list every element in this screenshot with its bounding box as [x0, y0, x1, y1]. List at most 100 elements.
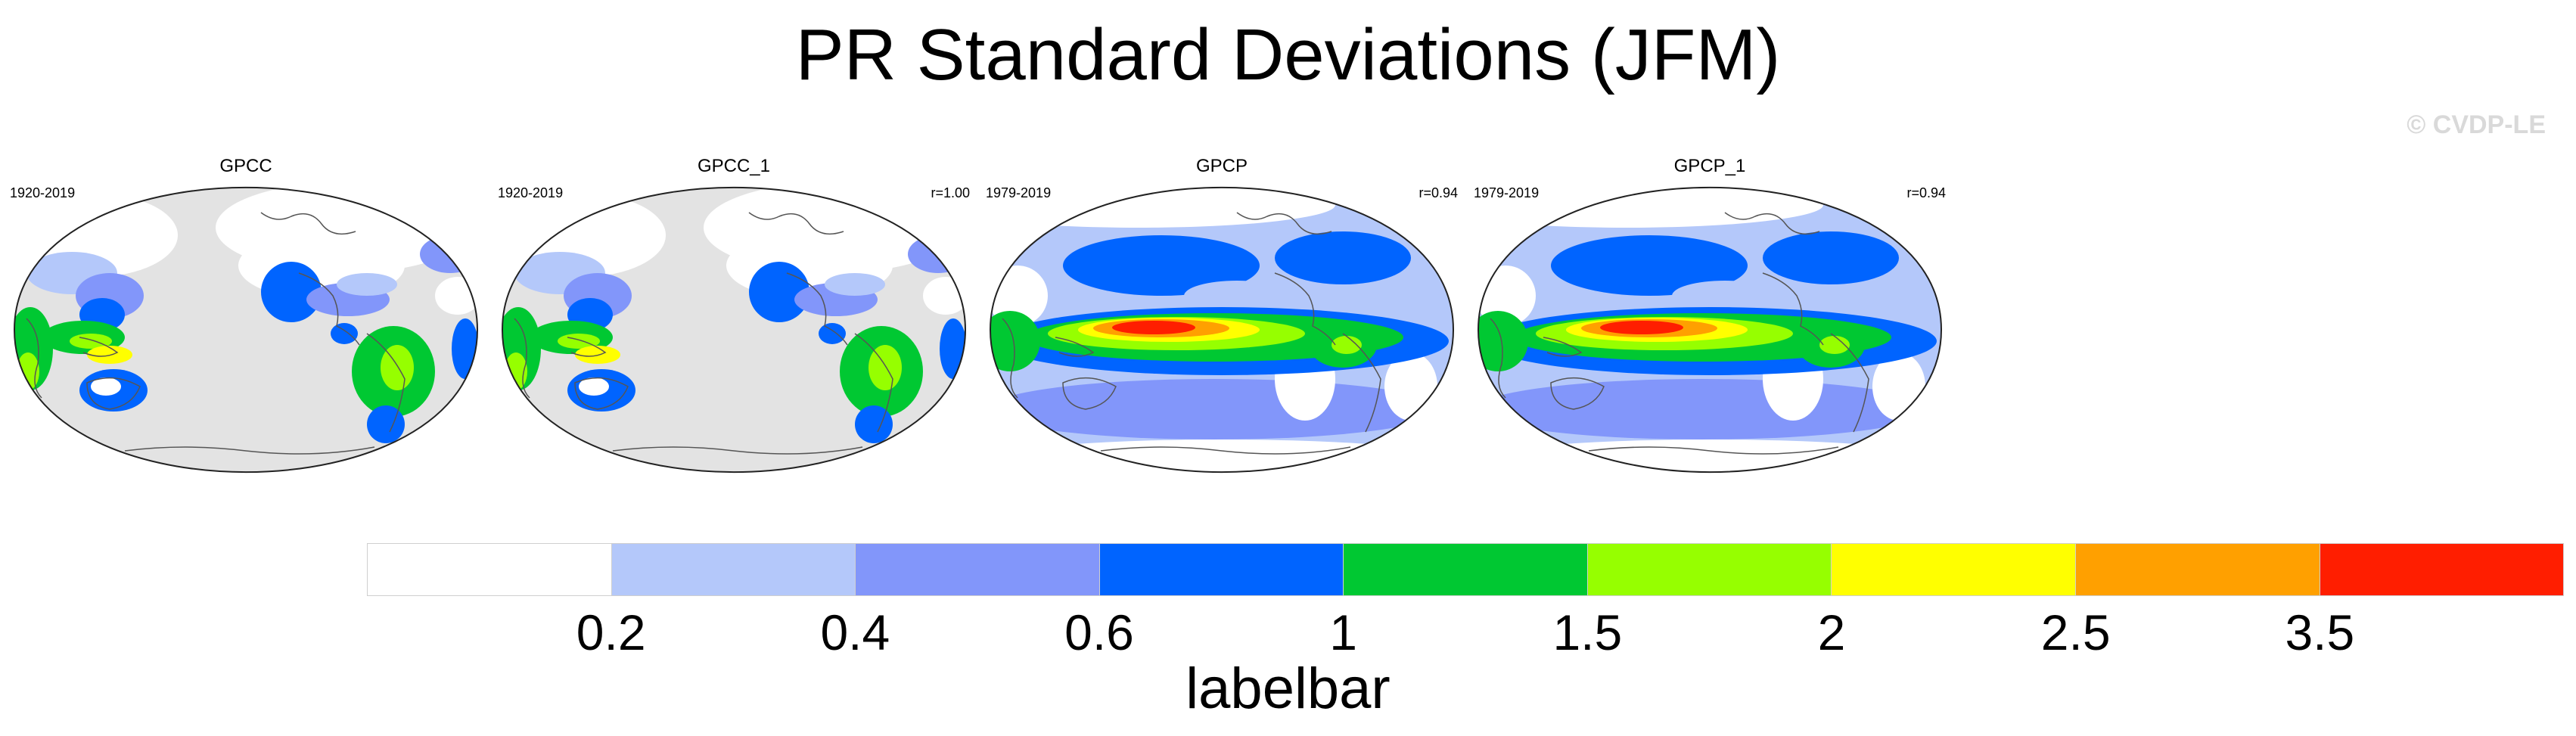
coastline: [124, 446, 375, 455]
map-outline: [13, 186, 479, 474]
credit-watermark: © CVDP-LE: [2407, 110, 2546, 139]
coastline: [574, 377, 629, 410]
labelbar-tick-label: 1: [1329, 604, 1358, 660]
map-outline: [989, 186, 1455, 474]
coastline: [1724, 212, 1820, 235]
robinson-map: [1477, 186, 1943, 474]
panel-years: 1979-2019: [1474, 185, 1540, 200]
coastline: [1588, 446, 1839, 455]
map-field: [452, 318, 477, 379]
panel-correlation: r=0.94: [1906, 185, 1946, 200]
coastline: [1274, 272, 1336, 346]
robinson-map: [989, 186, 1455, 474]
map-field: [337, 273, 397, 296]
map-field: [331, 323, 358, 344]
labelbar-title: labelbar: [1185, 657, 1391, 721]
coastline: [854, 333, 893, 433]
labelbar-box: [1098, 544, 1344, 595]
map-field: [579, 377, 609, 396]
coastline: [1543, 337, 1583, 357]
labelbar-box: [855, 544, 1099, 595]
map-field: [869, 345, 902, 390]
labelbar-box: [2319, 544, 2564, 595]
map-field: [825, 273, 885, 296]
map-field: [990, 311, 1040, 371]
map-panel-gpcp-1: GPCP_1 1979-2019 r=0.94: [1468, 155, 1952, 480]
labelbar: [367, 543, 2564, 596]
labelbar-box: [2074, 544, 2320, 595]
coastline: [748, 212, 844, 235]
map-field: [261, 262, 322, 322]
coastline: [1236, 212, 1332, 235]
map-outline: [501, 186, 967, 474]
map-outline: [1477, 186, 1943, 474]
map-field: [1112, 321, 1195, 334]
map-field: [1478, 379, 1929, 439]
map-field: [908, 235, 965, 273]
labelbar-tick-label: 3.5: [2285, 604, 2355, 660]
map-field-layer: [1478, 187, 1941, 473]
panel-years: 1920-2019: [10, 185, 76, 200]
map-field: [923, 277, 965, 315]
map-panel-gpcc: GPCC 1920-2019: [4, 155, 488, 480]
panel-title: GPCC_1: [697, 156, 771, 176]
labelbar-tick-label: 0.6: [1064, 604, 1134, 660]
map-field: [1672, 281, 1778, 311]
coastline: [1055, 337, 1095, 357]
labelbar-box: [1343, 544, 1587, 595]
coastline: [366, 333, 406, 433]
coastline: [1062, 377, 1117, 410]
map-field: [749, 262, 809, 322]
coastline: [514, 318, 530, 399]
coastline: [298, 272, 360, 346]
coastline: [567, 337, 607, 357]
map-panel-gpcp: GPCP 1979-2019 r=0.94: [980, 155, 1464, 480]
coastline: [26, 318, 42, 399]
panel-years: 1979-2019: [986, 185, 1052, 200]
map-field: [855, 405, 893, 443]
figure-title: PR Standard Deviations (JFM): [795, 14, 1781, 95]
robinson-map: [501, 186, 967, 474]
map-field: [1478, 311, 1528, 371]
map-field: [1600, 321, 1683, 334]
coastline: [786, 272, 848, 346]
map-field: [819, 323, 846, 344]
labelbar-tick-label: 0.2: [576, 604, 646, 660]
panel-title: GPCP_1: [1673, 156, 1746, 176]
map-field: [1819, 336, 1850, 354]
panel-correlation: r=0.94: [1419, 185, 1458, 200]
map-field: [381, 345, 414, 390]
map-field: [1332, 336, 1362, 354]
coastline: [1490, 318, 1506, 399]
labelbar-tick-label: 2: [1817, 604, 1846, 660]
map-field: [1551, 235, 1748, 296]
panel-title: GPCC: [219, 156, 272, 176]
coastline: [1762, 272, 1824, 346]
map-field: [1184, 281, 1290, 311]
labelbar-box: [1586, 544, 1832, 595]
panel-correlation: r=1.00: [931, 185, 970, 200]
labelbar-tick-label: 0.4: [820, 604, 890, 660]
coastline: [1002, 318, 1018, 399]
coastline: [79, 337, 119, 357]
map-field: [420, 235, 477, 273]
map-field: [367, 405, 405, 443]
coastline: [86, 377, 141, 410]
robinson-map: [13, 186, 479, 474]
map-field: [990, 379, 1441, 439]
coastline: [1100, 446, 1351, 455]
map-field: [1763, 231, 1899, 284]
map-field: [1275, 231, 1411, 284]
coastline: [1550, 377, 1605, 410]
map-field: [91, 377, 121, 396]
labelbar-tick-label: 1.5: [1552, 604, 1623, 660]
coastline: [612, 446, 863, 455]
map-field: [940, 318, 965, 379]
coastline: [1830, 333, 1869, 433]
map-field: [435, 277, 477, 315]
panel-years: 1920-2019: [498, 185, 564, 200]
panel-title: GPCP: [1195, 156, 1248, 176]
map-field: [1063, 235, 1260, 296]
labelbar-box: [1831, 544, 2075, 595]
labelbar-tick-label: 2.5: [2040, 604, 2111, 660]
